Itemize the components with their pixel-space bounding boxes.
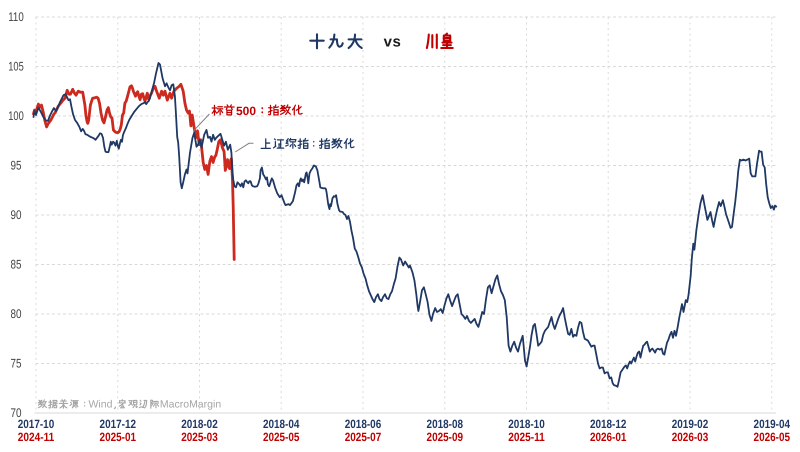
svg-text:105: 105	[8, 59, 24, 73]
svg-text:2019-02: 2019-02	[672, 417, 709, 431]
svg-text:85: 85	[11, 257, 22, 271]
svg-text:2025-11: 2025-11	[508, 430, 545, 444]
svg-text:95: 95	[11, 158, 22, 172]
svg-text:2018-02: 2018-02	[181, 417, 218, 431]
svg-text:2025-03: 2025-03	[181, 430, 218, 444]
svg-text:500: 500	[236, 104, 256, 118]
svg-text:2018-04: 2018-04	[263, 417, 300, 431]
svg-text:2026-05: 2026-05	[754, 430, 791, 444]
svg-text:2025-05: 2025-05	[263, 430, 300, 444]
svg-text:MacroMargin: MacroMargin	[160, 399, 221, 411]
svg-text:110: 110	[8, 10, 24, 24]
svg-text:vs: vs	[384, 34, 402, 51]
svg-text:2018-10: 2018-10	[508, 417, 545, 431]
svg-text:75: 75	[11, 356, 22, 370]
svg-text:2018-08: 2018-08	[427, 417, 464, 431]
svg-text:2018-12: 2018-12	[590, 417, 627, 431]
svg-text:90: 90	[11, 208, 22, 222]
svg-text:2024-11: 2024-11	[18, 430, 55, 444]
svg-text:2025-07: 2025-07	[345, 430, 382, 444]
svg-text:2026-03: 2026-03	[672, 430, 709, 444]
svg-text:70: 70	[11, 406, 22, 420]
svg-text:100: 100	[8, 109, 24, 123]
svg-text:2017-12: 2017-12	[100, 417, 137, 431]
svg-text:2026-01: 2026-01	[590, 430, 627, 444]
svg-text:2018-06: 2018-06	[345, 417, 382, 431]
svg-text:2025-01: 2025-01	[100, 430, 137, 444]
svg-text:2025-09: 2025-09	[427, 430, 464, 444]
svg-text:80: 80	[11, 307, 22, 321]
svg-text:2019-04: 2019-04	[754, 417, 791, 431]
svg-text:Wind: Wind	[89, 399, 113, 411]
svg-text:2017-10: 2017-10	[18, 417, 55, 431]
